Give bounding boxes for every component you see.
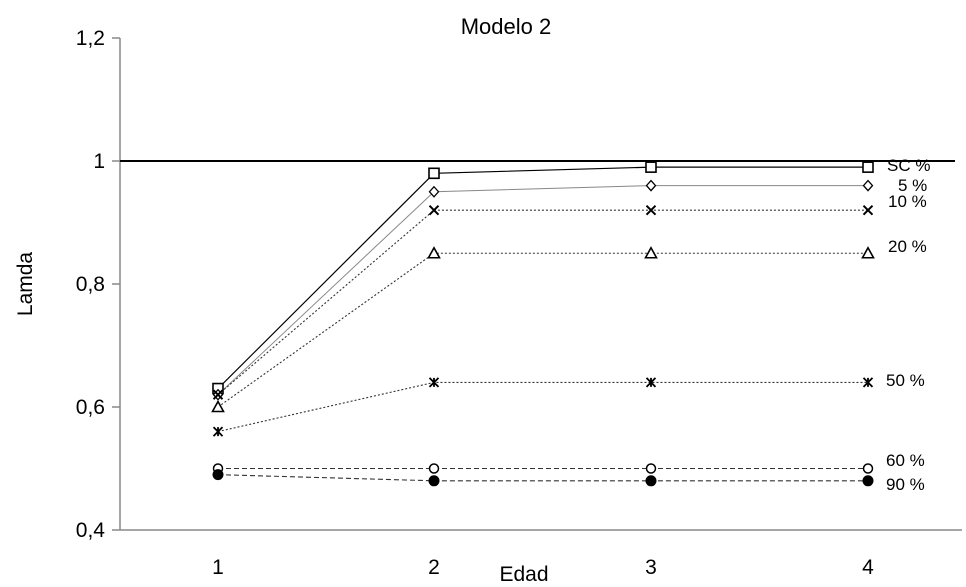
series-line [218, 253, 868, 407]
series-label: 60 % [886, 451, 925, 470]
series-label: SC % [887, 156, 930, 175]
data-point-x [430, 206, 439, 215]
x-axis-label: Edad [499, 563, 548, 586]
y-tick-label: 0,6 [76, 396, 105, 419]
series-line [218, 186, 868, 395]
data-point-circle [647, 464, 656, 473]
y-tick-label: 1 [93, 150, 105, 173]
data-point-square [863, 162, 873, 172]
x-tick-label: 3 [645, 556, 657, 579]
data-point-circle [864, 464, 873, 473]
series-label: 50 % [886, 371, 925, 390]
y-tick-label: 0,4 [76, 519, 106, 542]
data-point-square [646, 162, 656, 172]
series-line [218, 167, 868, 388]
data-point-x [864, 206, 873, 215]
series-line [218, 475, 868, 481]
data-point-circle-filled [646, 476, 656, 486]
chart-title: Modelo 2 [461, 14, 552, 39]
series-line [218, 382, 868, 431]
data-point-star [214, 427, 223, 436]
y-axis-label: Lamda [14, 252, 37, 317]
series-label: 20 % [888, 237, 927, 256]
data-point-circle-filled [213, 470, 223, 480]
series-label: 90 % [886, 475, 925, 494]
y-tick-label: 0,8 [76, 273, 105, 296]
data-point-triangle [863, 248, 874, 258]
x-tick-label: 4 [862, 556, 874, 579]
data-point-diamond [647, 181, 656, 191]
x-tick-label: 1 [212, 556, 224, 579]
data-point-circle-filled [429, 476, 439, 486]
data-point-circle [430, 464, 439, 473]
data-point-circle-filled [863, 476, 873, 486]
data-point-triangle [213, 402, 224, 412]
data-point-diamond [864, 181, 873, 191]
series-label: 10 % [888, 192, 927, 211]
y-tick-label: 1,2 [76, 27, 105, 50]
x-tick-label: 2 [428, 556, 440, 579]
data-point-square [429, 168, 439, 178]
